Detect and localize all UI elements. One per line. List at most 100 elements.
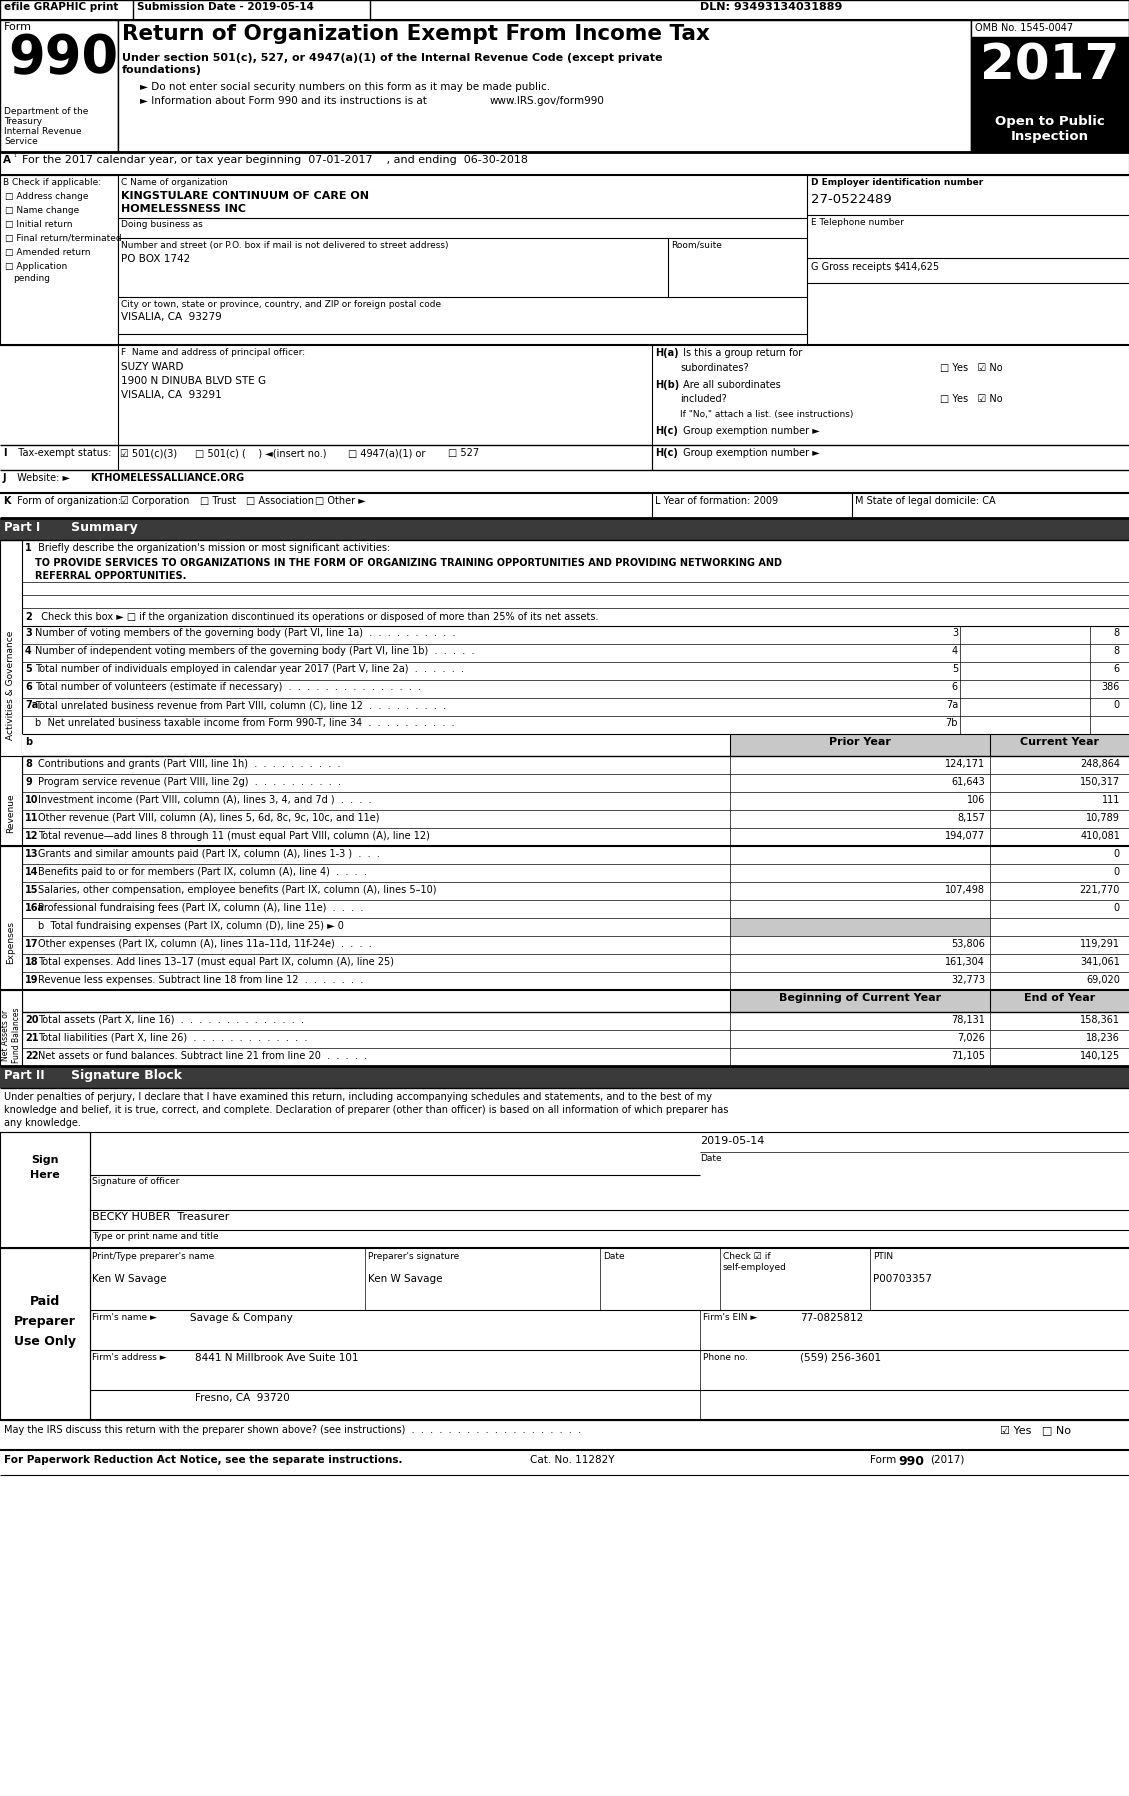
Text: 107,498: 107,498 (945, 885, 984, 894)
Text: Net assets or fund balances. Subtract line 21 from line 20  .  .  .  .  .: Net assets or fund balances. Subtract li… (38, 1051, 367, 1061)
Bar (21, 735, 1129, 756)
Text: knowledge and belief, it is true, correct, and complete. Declaration of preparer: knowledge and belief, it is true, correc… (5, 1105, 728, 1115)
Text: 7,026: 7,026 (957, 1033, 984, 1043)
Text: 6: 6 (952, 682, 959, 691)
Text: Is this a group return for: Is this a group return for (680, 348, 803, 357)
Text: Type or print name and title: Type or print name and title (91, 1232, 219, 1241)
Text: 194,077: 194,077 (945, 832, 984, 841)
Text: Doing business as: Doing business as (121, 219, 203, 230)
Text: Sign: Sign (32, 1155, 59, 1166)
Text: Expenses: Expenses (7, 921, 16, 964)
Text: 15: 15 (25, 885, 38, 894)
Text: 16a: 16a (25, 903, 45, 912)
Text: Submission Date - 2019-05-14: Submission Date - 2019-05-14 (137, 2, 314, 13)
Text: J: J (3, 472, 7, 483)
Text: G Gross receipts $: G Gross receipts $ (811, 262, 901, 271)
Bar (0, 1131, 90, 1248)
Text: 3: 3 (25, 629, 32, 638)
Text: Cat. No. 11282Y: Cat. No. 11282Y (530, 1455, 614, 1466)
Text: H(c): H(c) (655, 426, 677, 436)
Text: 6: 6 (25, 682, 32, 691)
Text: Total expenses. Add lines 13–17 (must equal Part IX, column (A), line 25): Total expenses. Add lines 13–17 (must eq… (38, 957, 394, 966)
Text: pending: pending (14, 275, 50, 284)
Text: Other expenses (Part IX, column (A), lines 11a–11d, 11f-24e)  .  .  .  .: Other expenses (Part IX, column (A), lin… (38, 939, 371, 948)
Bar (0, 0, 1129, 20)
Text: 119,291: 119,291 (1080, 939, 1120, 948)
Text: Check ☑ if: Check ☑ if (723, 1252, 771, 1261)
Text: 2017: 2017 (980, 41, 1120, 90)
Bar (0, 174, 119, 345)
Text: Internal Revenue: Internal Revenue (5, 128, 81, 136)
Text: OMB No. 1545-0047: OMB No. 1545-0047 (975, 23, 1074, 32)
Text: 4: 4 (25, 647, 32, 656)
Text: 161,304: 161,304 (945, 957, 984, 966)
Text: Department of the: Department of the (5, 108, 88, 117)
Text: Prior Year: Prior Year (829, 736, 891, 747)
Text: B Check if applicable:: B Check if applicable: (3, 178, 102, 187)
Text: M State of legal domicile: CA: M State of legal domicile: CA (855, 496, 996, 506)
Text: Savage & Company: Savage & Company (190, 1313, 292, 1324)
Text: 158,361: 158,361 (1080, 1015, 1120, 1026)
Text: Phone no.: Phone no. (703, 1352, 747, 1361)
Text: 990: 990 (8, 32, 119, 84)
Text: ☑ Yes   □ No: ☑ Yes □ No (1000, 1424, 1071, 1435)
Text: 5: 5 (952, 665, 959, 674)
Text: Current Year: Current Year (1021, 736, 1100, 747)
Text: If "No," attach a list. (see instructions): If "No," attach a list. (see instruction… (680, 409, 854, 418)
Text: 6: 6 (1114, 665, 1120, 674)
Text: Investment income (Part VIII, column (A), lines 3, 4, and 7d )  .  .  .  .: Investment income (Part VIII, column (A)… (38, 796, 371, 805)
Text: □ Name change: □ Name change (5, 207, 79, 216)
Text: Number of voting members of the governing body (Part VI, line 1a)  .  .  .  .  .: Number of voting members of the governin… (35, 629, 455, 638)
Bar (0, 1248, 90, 1421)
Text: 111: 111 (1102, 796, 1120, 805)
Text: Preparer's signature: Preparer's signature (368, 1252, 460, 1261)
Text: Briefly describe the organization's mission or most significant activities:: Briefly describe the organization's miss… (35, 542, 391, 553)
Text: 1: 1 (25, 542, 32, 553)
Text: 221,770: 221,770 (1079, 885, 1120, 894)
Text: L Year of formation: 2009: L Year of formation: 2009 (655, 496, 778, 506)
Text: 2019-05-14: 2019-05-14 (700, 1137, 764, 1146)
Text: ► Do not enter social security numbers on this form as it may be made public.: ► Do not enter social security numbers o… (140, 83, 550, 92)
Text: 8: 8 (1114, 647, 1120, 656)
Text: Ken W Savage: Ken W Savage (91, 1273, 166, 1284)
Text: 14: 14 (25, 867, 38, 876)
Text: □ Amended return: □ Amended return (5, 248, 90, 257)
Text: 386: 386 (1102, 682, 1120, 691)
Text: □ Trust: □ Trust (200, 496, 236, 506)
Text: Number of independent voting members of the governing body (Part VI, line 1b)  .: Number of independent voting members of … (35, 647, 474, 656)
Text: Under section 501(c), 527, or 4947(a)(1) of the Internal Revenue Code (except pr: Under section 501(c), 527, or 4947(a)(1)… (122, 54, 663, 63)
Text: 7b: 7b (945, 718, 959, 727)
Bar (0, 517, 1129, 541)
Text: For Paperwork Reduction Act Notice, see the separate instructions.: For Paperwork Reduction Act Notice, see … (5, 1455, 403, 1466)
Bar (0, 990, 21, 1079)
Text: Paid: Paid (29, 1295, 60, 1307)
Text: □ Yes   ☑ No: □ Yes ☑ No (940, 363, 1003, 374)
Text: Summary: Summary (58, 521, 138, 533)
Text: 71,105: 71,105 (951, 1051, 984, 1061)
Text: any knowledge.: any knowledge. (5, 1117, 81, 1128)
Text: 8441 N Millbrook Ave Suite 101: 8441 N Millbrook Ave Suite 101 (195, 1352, 359, 1363)
Text: KTHOMELESSALLIANCE.ORG: KTHOMELESSALLIANCE.ORG (90, 472, 244, 483)
Text: □ Final return/terminated: □ Final return/terminated (5, 233, 122, 242)
Text: Form: Form (870, 1455, 896, 1466)
Text: ☑ 501(c)(3): ☑ 501(c)(3) (120, 447, 177, 458)
Text: 13: 13 (25, 850, 38, 858)
Text: Grants and similar amounts paid (Part IX, column (A), lines 1-3 )  .  .  .: Grants and similar amounts paid (Part IX… (38, 850, 379, 858)
Text: 140,125: 140,125 (1079, 1051, 1120, 1061)
Text: 11: 11 (25, 814, 38, 823)
Bar (730, 735, 990, 756)
Bar (0, 541, 21, 830)
Text: BECKY HUBER  Treasurer: BECKY HUBER Treasurer (91, 1212, 229, 1221)
Text: 53,806: 53,806 (951, 939, 984, 948)
Bar (0, 20, 119, 153)
Text: Service: Service (5, 136, 37, 145)
Text: E Telephone number: E Telephone number (811, 217, 904, 226)
Text: 2: 2 (25, 612, 32, 621)
Text: □ Initial return: □ Initial return (5, 219, 72, 230)
Text: □ Address change: □ Address change (5, 192, 88, 201)
Text: Firm's address ►: Firm's address ► (91, 1352, 167, 1361)
Text: H(c): H(c) (655, 447, 677, 458)
Text: 7a: 7a (25, 700, 38, 709)
Text: Revenue less expenses. Subtract line 18 from line 12  .  .  .  .  .  .  .: Revenue less expenses. Subtract line 18 … (38, 975, 364, 984)
Bar (971, 20, 1129, 153)
